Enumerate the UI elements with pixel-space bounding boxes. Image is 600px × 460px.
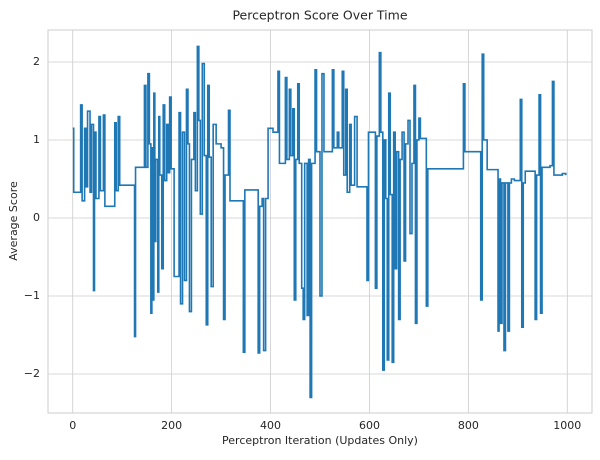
- y-tick-label: 1: [33, 133, 40, 146]
- plot-frame: [47, 29, 593, 414]
- chart-title: Perceptron Score Over Time: [232, 8, 407, 23]
- x-axis-label: Perceptron Iteration (Updates Only): [222, 434, 418, 447]
- y-tick-label: −1: [24, 289, 40, 302]
- x-tick-label: 200: [161, 419, 182, 432]
- x-tick-label: 400: [260, 419, 281, 432]
- x-tick-label: 1000: [553, 419, 581, 432]
- y-tick-label: 2: [33, 55, 40, 68]
- x-tick-label: 600: [359, 419, 380, 432]
- data-line: [72, 45, 567, 399]
- y-tick-label: 0: [33, 211, 40, 224]
- y-axis-label: Average Score: [7, 181, 20, 261]
- x-tick-label: 0: [69, 419, 76, 432]
- y-tick-label: −2: [24, 367, 40, 380]
- x-tick-label: 800: [458, 419, 479, 432]
